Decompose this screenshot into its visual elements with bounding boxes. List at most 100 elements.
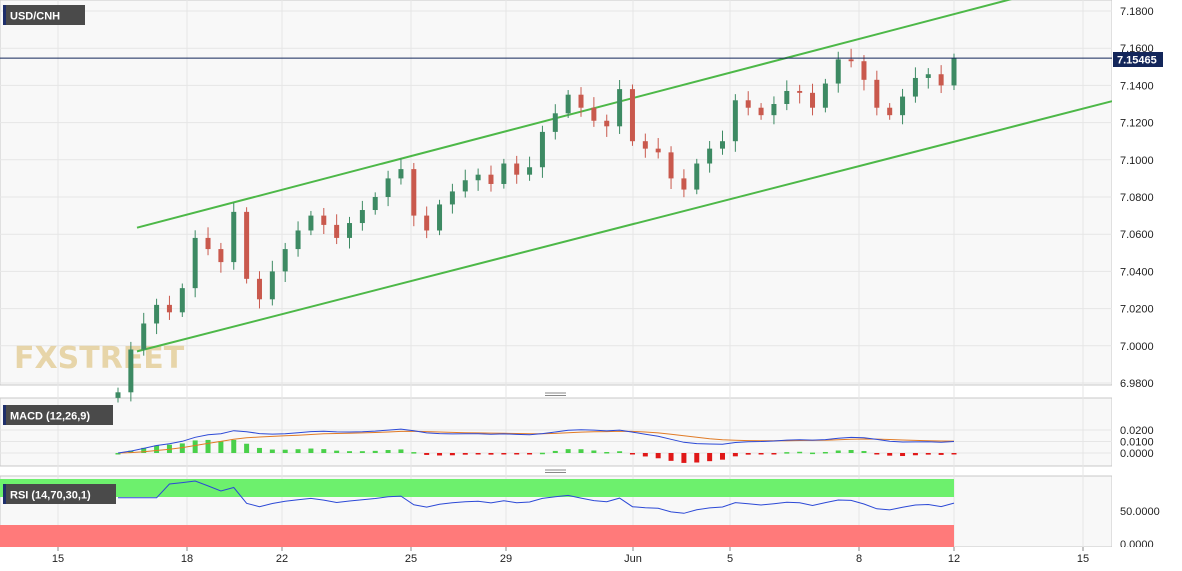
- candle-down: [218, 249, 224, 263]
- macd-histogram-bar: [938, 453, 944, 455]
- macd-histogram-bar: [256, 447, 262, 453]
- date-tick-label: 12: [948, 553, 960, 565]
- candle-up: [115, 392, 121, 398]
- date-tick-label: 8: [856, 553, 862, 565]
- macd-histogram-bar: [655, 453, 661, 459]
- date-tick-label: 18: [181, 553, 193, 565]
- macd-histogram-bar: [269, 449, 275, 453]
- macd-histogram-bar: [784, 452, 790, 454]
- symbol-label: USD/CNH: [10, 11, 60, 23]
- candle-up: [565, 94, 571, 114]
- price-tick-label: 6.9800: [1120, 378, 1154, 390]
- macd-histogram-bar: [385, 450, 391, 453]
- macd-histogram-bar: [334, 450, 340, 453]
- macd-histogram-bar: [347, 451, 353, 453]
- candle-down: [681, 178, 687, 190]
- candle-up: [372, 197, 378, 211]
- candle-down: [629, 89, 635, 142]
- candle-up: [385, 178, 391, 197]
- date-axis: 15 18 22 25 29 Jun 5 8 12 15: [52, 547, 1089, 565]
- macd-histogram-bar: [642, 453, 648, 457]
- candle-up: [719, 141, 725, 149]
- candle-down: [166, 304, 172, 313]
- candle-up: [475, 174, 481, 181]
- macd-histogram-bar: [231, 439, 237, 453]
- candle-up: [269, 271, 275, 300]
- candle-down: [642, 141, 648, 149]
- candle-up: [437, 204, 443, 231]
- candle-down: [758, 107, 764, 116]
- candle-up: [141, 323, 147, 350]
- macd-tag[interactable]: MACD (12,26,9): [3, 405, 113, 425]
- candle-up: [925, 74, 931, 78]
- rsi-tag[interactable]: RSI (14,70,30,1): [3, 484, 116, 504]
- macd-histogram-bar: [912, 453, 918, 456]
- date-tick-label: 15: [52, 553, 64, 565]
- macd-histogram-bar: [424, 453, 430, 455]
- candle-down: [321, 215, 327, 225]
- panel-resize-handle-rsi[interactable]: [545, 469, 566, 473]
- price-tick-label: 7.0600: [1120, 229, 1154, 241]
- macd-histogram-bar: [449, 453, 455, 456]
- macd-histogram-bar: [128, 450, 134, 453]
- candle-up: [282, 249, 288, 272]
- candle-up: [784, 90, 790, 104]
- date-tick-label: 29: [500, 553, 512, 565]
- macd-histogram-bar: [218, 441, 224, 453]
- macd-histogram-bar: [179, 443, 185, 453]
- macd-histogram-bar: [539, 452, 545, 455]
- macd-histogram-bar: [154, 445, 160, 453]
- macd-histogram-bar: [900, 453, 906, 457]
- candle-down: [411, 169, 417, 216]
- macd-histogram-bar: [578, 449, 584, 453]
- macd-histogram-bar: [115, 453, 121, 455]
- candle-down: [514, 163, 520, 175]
- candle-down: [205, 237, 211, 250]
- macd-histogram-bar: [282, 449, 288, 453]
- candle-up: [308, 215, 314, 231]
- candle-up: [912, 77, 918, 97]
- rsi-line: [118, 480, 955, 514]
- candle-up: [128, 349, 134, 393]
- candle-down: [668, 152, 674, 179]
- candle-down: [810, 92, 816, 108]
- macd-histogram-bar: [887, 453, 893, 456]
- date-tick-label: Jun: [624, 553, 642, 565]
- candle-up: [295, 230, 301, 250]
- price-axis-bg: [1112, 0, 1182, 547]
- date-tick-label: 15: [1077, 553, 1089, 565]
- macd-tick-label: 0.0200: [1120, 425, 1154, 437]
- panel-resize-handle-macd[interactable]: [545, 392, 566, 396]
- macd-histogram-bar: [295, 449, 301, 453]
- symbol-tag[interactable]: USD/CNH: [3, 5, 85, 25]
- macd-histogram-bar: [629, 453, 635, 455]
- price-panel: [0, 0, 1113, 386]
- price-tick-label: 7.0400: [1120, 266, 1154, 278]
- candle-up: [835, 59, 841, 84]
- grid-lines: [0, 0, 1112, 547]
- current-price-text: 7.15465: [1117, 55, 1157, 67]
- candle-up: [398, 169, 404, 179]
- candle-up: [552, 113, 558, 132]
- macd-histogram-bar: [681, 453, 687, 463]
- macd-histogram-bar: [668, 453, 674, 461]
- macd-histogram-bar: [308, 448, 314, 453]
- candle-up: [771, 104, 777, 116]
- price-tick-label: 7.1400: [1120, 80, 1154, 92]
- candle-down: [244, 211, 250, 279]
- candle-up: [359, 210, 365, 224]
- candle-down: [424, 215, 430, 231]
- macd-histogram-bar: [604, 452, 610, 454]
- candle-down: [655, 148, 661, 153]
- macd-histogram-bar: [810, 452, 816, 455]
- macd-histogram-bar: [591, 450, 597, 453]
- macd-histogram-bar: [141, 447, 147, 453]
- macd-histogram-bar: [462, 453, 468, 455]
- date-axis-bg: [0, 547, 1182, 571]
- macd-histogram-bar: [771, 453, 777, 455]
- date-tick-label: 5: [727, 553, 733, 565]
- macd-histogram-bar: [321, 449, 327, 453]
- macd-histogram-bar: [411, 452, 417, 454]
- candle-up: [707, 148, 713, 164]
